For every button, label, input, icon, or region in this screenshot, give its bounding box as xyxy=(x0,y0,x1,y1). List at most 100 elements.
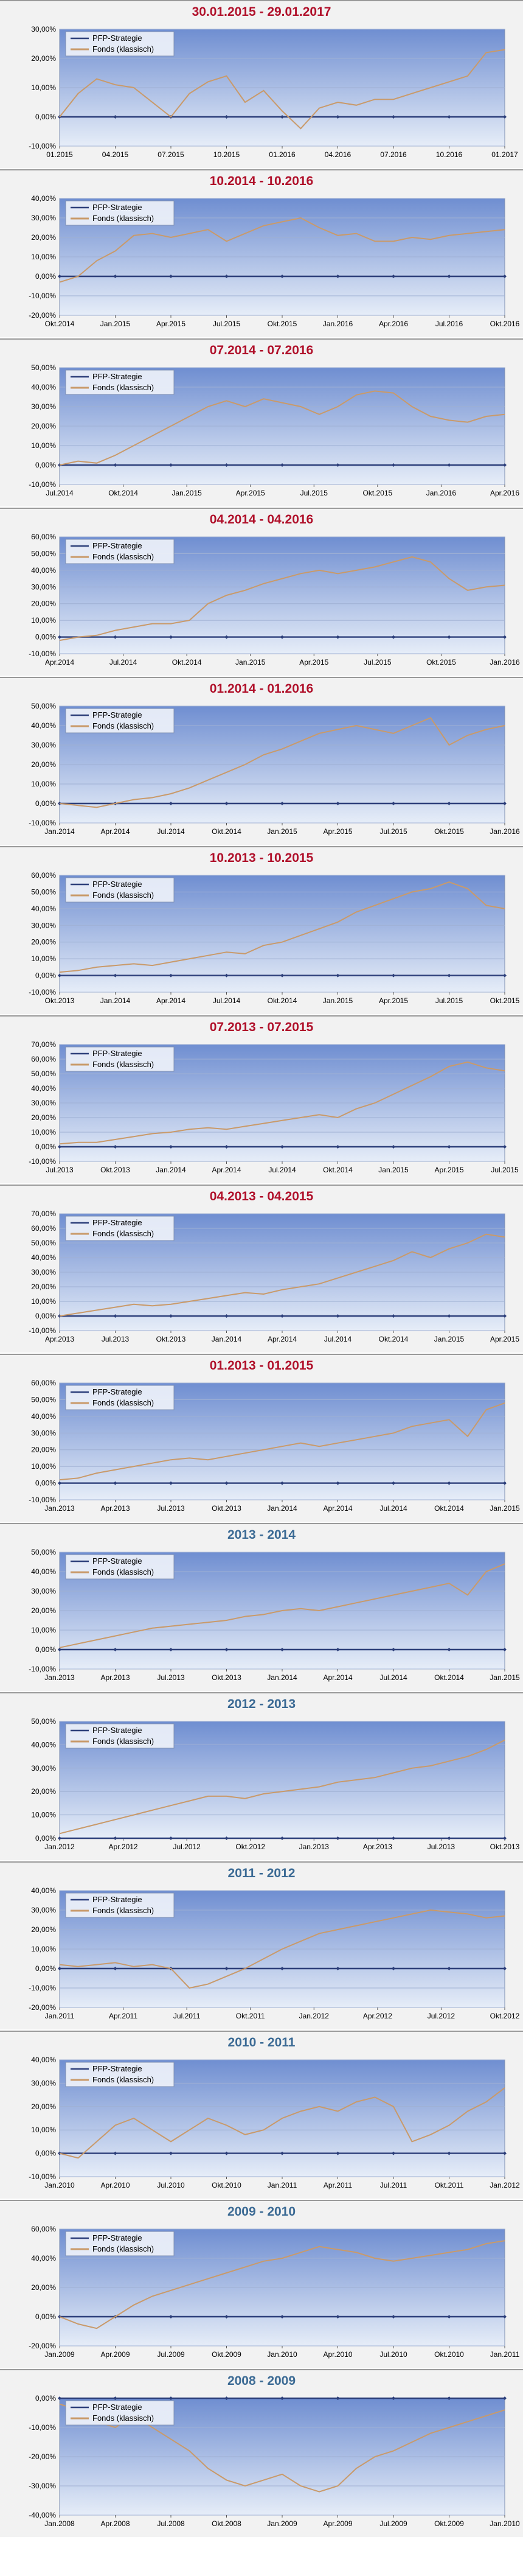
legend: PFP-Strategie Fonds (klassisch) xyxy=(65,877,175,903)
y-tick-label: -10,00% xyxy=(29,292,56,300)
x-tick-label: Jul.2015 xyxy=(364,658,392,667)
y-tick-label: 0,00% xyxy=(35,971,56,980)
series-point xyxy=(169,1145,173,1149)
series-point xyxy=(224,1648,229,1651)
x-tick-label: Okt.2013 xyxy=(212,1504,241,1513)
x-tick-label: Apr.2015 xyxy=(323,827,352,836)
chart-panel: 04.2013 - 04.2015 70,00% 60,00% 50,00% 40,00… xyxy=(0,1185,523,1353)
y-tick-label: 60,00% xyxy=(31,1055,56,1063)
y-tick-label: -10,00% xyxy=(29,480,56,489)
series-point xyxy=(280,1481,284,1485)
series-point xyxy=(169,2315,173,2319)
series-point xyxy=(392,1648,395,1651)
series-point xyxy=(503,275,507,278)
x-tick-label: Jan.2010 xyxy=(267,2350,297,2359)
y-tick-label: 20,00% xyxy=(31,1787,56,1796)
chart-panel: 2013 - 2014 50,00% 40,00% 30,00% 20,00% 10,00… xyxy=(0,1523,523,1691)
series-point xyxy=(169,1314,173,1318)
y-tick-label: 0,00% xyxy=(35,1143,56,1151)
series-point xyxy=(503,463,507,467)
x-tick-label: Okt.2014 xyxy=(434,1673,464,1682)
series-point xyxy=(392,115,395,119)
x-tick-label: Apr.2015 xyxy=(156,320,185,328)
series-point xyxy=(113,1648,117,1651)
series-point xyxy=(447,1836,451,1840)
legend-box xyxy=(65,877,175,903)
x-tick-label: Apr.2013 xyxy=(363,1843,392,1851)
series-point xyxy=(280,1314,284,1318)
legend-label: PFP-Strategie xyxy=(92,2064,142,2073)
x-tick-label: Jul.2010 xyxy=(379,2350,407,2359)
chart-title: 10.2013 - 10.2015 xyxy=(209,851,314,865)
y-tick-label: 30,00% xyxy=(31,1764,56,1773)
y-tick-label: 10,00% xyxy=(31,441,56,450)
x-tick-label: Okt.2010 xyxy=(434,2350,464,2359)
series-point xyxy=(113,1145,117,1149)
x-tick-label: 07.2015 xyxy=(158,150,184,159)
y-tick-label: 50,00% xyxy=(31,887,56,896)
chart-title: 2008 - 2009 xyxy=(227,2374,296,2388)
series-point xyxy=(336,1967,340,1970)
x-tick-label: Apr.2009 xyxy=(100,2350,130,2359)
legend-label: Fonds (klassisch) xyxy=(92,383,154,392)
y-tick-label: 30,00% xyxy=(31,741,56,749)
x-tick-label: Jul.2015 xyxy=(300,489,328,497)
line-chart: 30,00% 20,00% 10,00% 0,00% -10,00%01.2015 04.… xyxy=(29,25,518,159)
legend-label: PFP-Strategie xyxy=(92,1387,142,1396)
y-tick-label: 40,00% xyxy=(31,1412,56,1421)
x-tick-label: Okt.2013 xyxy=(490,1843,520,1851)
x-tick-label: Jan.2013 xyxy=(44,1673,75,1682)
chart-panel: 2012 - 2013 50,00% 40,00% 30,00% 20,00% 10,00… xyxy=(0,1692,523,1860)
legend: PFP-Strategie Fonds (klassisch) xyxy=(65,2231,175,2256)
y-tick-label: 30,00% xyxy=(31,25,56,33)
line-chart: 60,00% 40,00% 20,00% 0,00% -20,00%Jan.2009 Ap… xyxy=(29,2225,519,2359)
series-line-fonds xyxy=(59,2240,505,2329)
x-tick-label: Okt.2014 xyxy=(212,827,241,836)
chart-title: 2012 - 2013 xyxy=(227,1697,296,1711)
series-point xyxy=(503,2396,507,2400)
y-tick-label: 0,00% xyxy=(35,1479,56,1488)
series-line-fonds xyxy=(59,1909,505,1989)
x-tick-label: Jul.2014 xyxy=(379,1673,407,1682)
line-chart: 40,00%30,00%20,00%10,00%0,00%-10,00%Jan.… xyxy=(29,2056,520,2189)
series-point xyxy=(224,1481,229,1485)
y-tick-label: -10,00% xyxy=(29,2423,56,2432)
x-tick-label: 04.2015 xyxy=(102,150,129,159)
x-tick-label: Jul.2012 xyxy=(428,2012,455,2020)
y-tick-label: 60,00% xyxy=(31,533,56,541)
y-tick-label: 0,00% xyxy=(35,2312,56,2321)
legend-box xyxy=(65,2062,175,2087)
x-tick-label: Jul.2014 xyxy=(268,1166,296,1174)
y-tick-label: -10,00% xyxy=(29,1157,56,1166)
series-line-fonds xyxy=(59,881,505,973)
y-tick-label: 50,00% xyxy=(31,1239,56,1247)
series-point xyxy=(392,1967,395,1970)
series-point xyxy=(503,1836,507,1840)
series-point xyxy=(336,2396,340,2400)
y-tick-label: 30,00% xyxy=(31,1099,56,1107)
x-tick-label: Apr.2008 xyxy=(100,2519,130,2528)
x-tick-label: Okt.2013 xyxy=(156,1335,186,1343)
x-tick-label: Apr.2014 xyxy=(156,996,185,1005)
x-tick-label: Jul.2013 xyxy=(157,1504,185,1513)
line-chart: 0,00%-10,00%-20,00%-30,00%-40,00%Jan.200… xyxy=(29,2394,520,2528)
series-point xyxy=(224,1314,229,1318)
legend: PFP-Strategie Fonds (klassisch) xyxy=(65,1216,175,1241)
x-tick-label: Jul.2008 xyxy=(157,2519,185,2528)
series-line-fonds xyxy=(59,217,505,283)
y-tick-label: 20,00% xyxy=(31,1606,56,1615)
series-point xyxy=(280,1967,284,1970)
x-tick-label: Okt.2015 xyxy=(268,320,297,328)
legend-box xyxy=(65,200,175,226)
x-tick-label: Jul.2014 xyxy=(157,827,185,836)
legend-box xyxy=(65,1723,175,1749)
series-point xyxy=(503,1481,507,1485)
y-tick-label: 10,00% xyxy=(31,1626,56,1634)
x-tick-label: 10.2015 xyxy=(213,150,240,159)
x-tick-label: Okt.2015 xyxy=(363,489,393,497)
y-tick-label: -10,00% xyxy=(29,1665,56,1673)
x-tick-label: 01.2017 xyxy=(491,150,518,159)
y-tick-label: 40,00% xyxy=(31,1084,56,1093)
x-tick-label: Okt.2009 xyxy=(434,2519,464,2528)
x-tick-label: 01.2015 xyxy=(46,150,73,159)
